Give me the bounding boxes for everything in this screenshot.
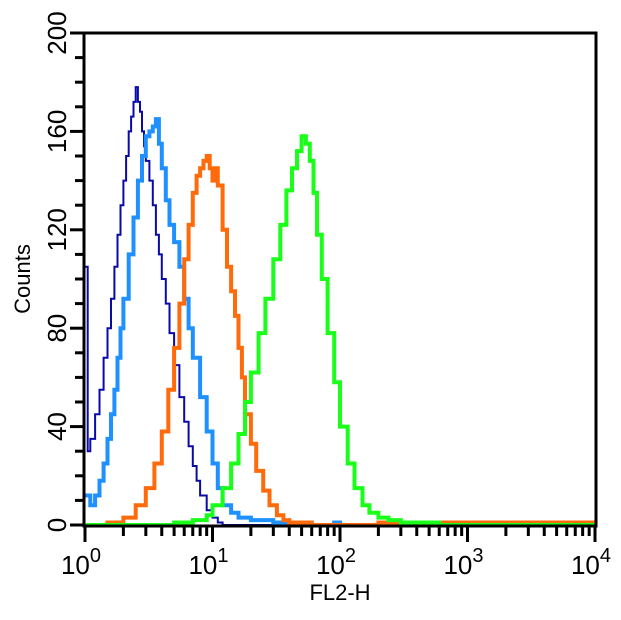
plot-area xyxy=(85,86,597,527)
y-axis-title: Counts xyxy=(10,244,35,314)
y-tick-label: 80 xyxy=(42,314,72,343)
x-tick-label: 104 xyxy=(571,545,611,580)
x-tick-label: 101 xyxy=(188,545,228,580)
y-axis: 0 40 80 120 160 200 xyxy=(42,11,84,532)
x-axis: 100 101 102 103 104 xyxy=(61,526,611,580)
x-tick-label: 103 xyxy=(443,545,483,580)
x-axis-title: FL2-H xyxy=(309,580,370,605)
x-tick-label: 100 xyxy=(61,545,101,580)
series-line-2 xyxy=(85,154,597,527)
series-line-1 xyxy=(85,117,595,527)
series-line-3 xyxy=(85,134,595,527)
y-tick-label: 40 xyxy=(42,412,72,441)
x-tick-label: 102 xyxy=(316,545,356,580)
y-tick-label: 0 xyxy=(42,518,72,532)
y-tick-label: 160 xyxy=(42,110,72,153)
y-tick-label: 200 xyxy=(42,11,72,54)
y-tick-label: 120 xyxy=(42,208,72,251)
